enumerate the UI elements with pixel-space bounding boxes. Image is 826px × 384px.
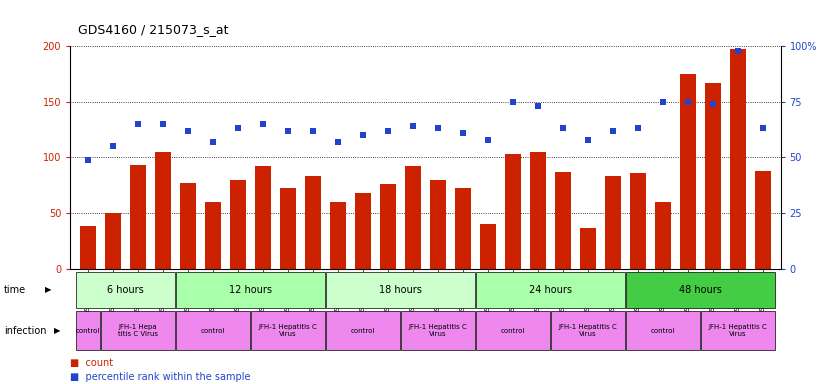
- Bar: [505, 154, 521, 269]
- Bar: [251, 311, 325, 350]
- Text: JFH-1 Hepatitis C
Virus: JFH-1 Hepatitis C Virus: [409, 324, 468, 337]
- Text: GDS4160 / 215073_s_at: GDS4160 / 215073_s_at: [78, 23, 229, 36]
- Bar: [755, 171, 771, 269]
- Bar: [630, 173, 646, 269]
- Text: JFH-1 Hepatitis C
Virus: JFH-1 Hepatitis C Virus: [709, 324, 767, 337]
- Text: ▶: ▶: [45, 285, 52, 295]
- Bar: [130, 165, 146, 269]
- Bar: [476, 272, 625, 308]
- Text: control: control: [501, 328, 525, 334]
- Bar: [154, 152, 171, 269]
- Bar: [605, 176, 621, 269]
- Bar: [380, 184, 396, 269]
- Text: JFH-1 Hepa
titis C Virus: JFH-1 Hepa titis C Virus: [118, 324, 158, 337]
- Bar: [325, 311, 400, 350]
- Bar: [705, 83, 721, 269]
- Bar: [701, 311, 775, 350]
- Bar: [401, 311, 475, 350]
- Bar: [430, 180, 446, 269]
- Text: control: control: [651, 328, 675, 334]
- Text: 48 hours: 48 hours: [679, 285, 722, 295]
- Bar: [555, 172, 571, 269]
- Text: 18 hours: 18 hours: [379, 285, 422, 295]
- Bar: [101, 311, 175, 350]
- Bar: [176, 272, 325, 308]
- Bar: [551, 311, 625, 350]
- Bar: [626, 311, 700, 350]
- Bar: [230, 180, 246, 269]
- Bar: [205, 202, 221, 269]
- Bar: [254, 166, 271, 269]
- Bar: [455, 187, 471, 269]
- Bar: [79, 227, 96, 269]
- Text: ■  percentile rank within the sample: ■ percentile rank within the sample: [70, 372, 251, 382]
- Text: infection: infection: [4, 326, 46, 336]
- Bar: [76, 272, 175, 308]
- Bar: [179, 183, 196, 269]
- Bar: [354, 193, 371, 269]
- Bar: [680, 74, 696, 269]
- Text: control: control: [75, 328, 100, 334]
- Bar: [76, 311, 100, 350]
- Bar: [529, 152, 546, 269]
- Bar: [405, 166, 421, 269]
- Bar: [476, 311, 550, 350]
- Text: ■  count: ■ count: [70, 358, 113, 368]
- Text: control: control: [351, 328, 375, 334]
- Text: time: time: [4, 285, 26, 295]
- Text: control: control: [201, 328, 225, 334]
- Text: JFH-1 Hepatitis C
Virus: JFH-1 Hepatitis C Virus: [259, 324, 317, 337]
- Bar: [325, 272, 475, 308]
- Bar: [305, 176, 321, 269]
- Bar: [480, 224, 496, 269]
- Text: ▶: ▶: [54, 326, 60, 335]
- Bar: [730, 50, 746, 269]
- Bar: [105, 213, 121, 269]
- Text: 24 hours: 24 hours: [529, 285, 572, 295]
- Bar: [280, 187, 296, 269]
- Text: 12 hours: 12 hours: [229, 285, 272, 295]
- Bar: [580, 228, 596, 269]
- Bar: [176, 311, 249, 350]
- Bar: [655, 202, 672, 269]
- Text: 6 hours: 6 hours: [107, 285, 144, 295]
- Bar: [330, 202, 346, 269]
- Text: JFH-1 Hepatitis C
Virus: JFH-1 Hepatitis C Virus: [558, 324, 617, 337]
- Bar: [626, 272, 775, 308]
